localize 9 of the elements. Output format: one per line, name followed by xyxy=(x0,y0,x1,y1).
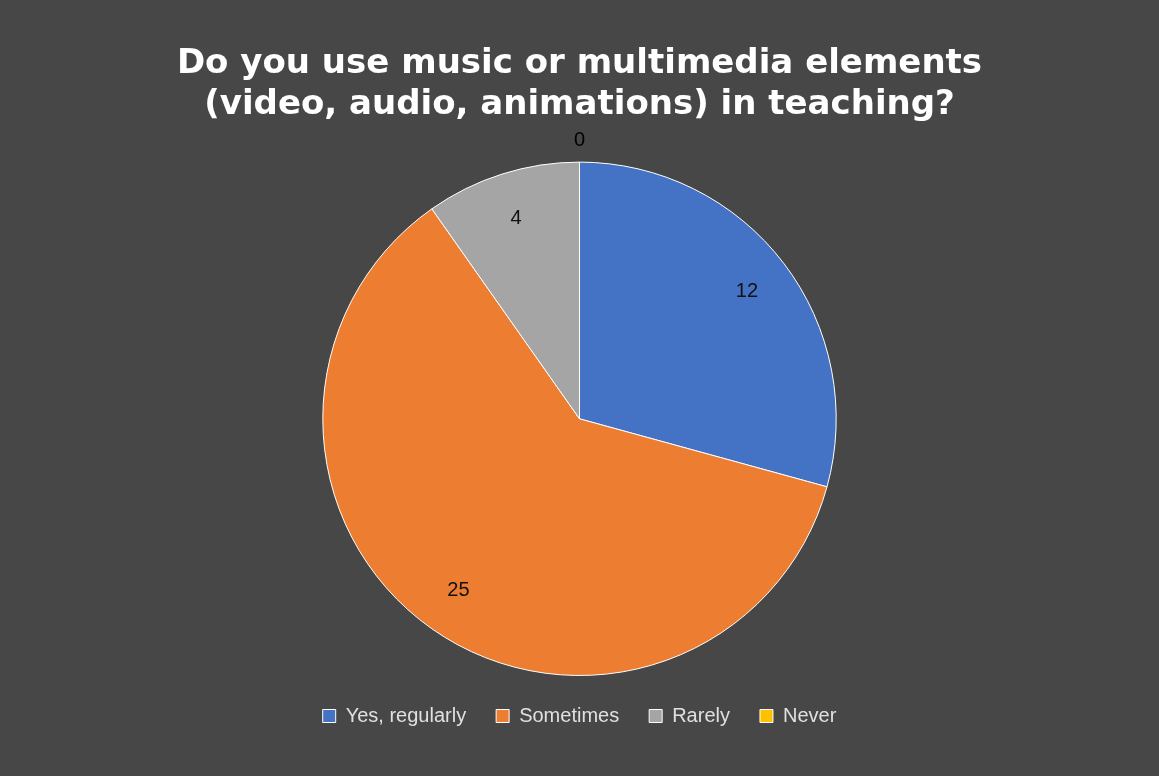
data-label: 4 xyxy=(510,205,522,228)
data-label: 25 xyxy=(447,578,470,601)
legend-label: Never xyxy=(782,703,837,726)
legend-label: Yes, regularly xyxy=(345,703,467,726)
legend-label: Rarely xyxy=(672,703,730,726)
chart-title: Do you use music or multimedia elements (video, audio, animations) in teaching? xyxy=(176,41,983,123)
legend-label: Sometimes xyxy=(519,703,620,726)
text: 0 xyxy=(573,127,586,150)
data-label: 12 xyxy=(735,278,759,301)
